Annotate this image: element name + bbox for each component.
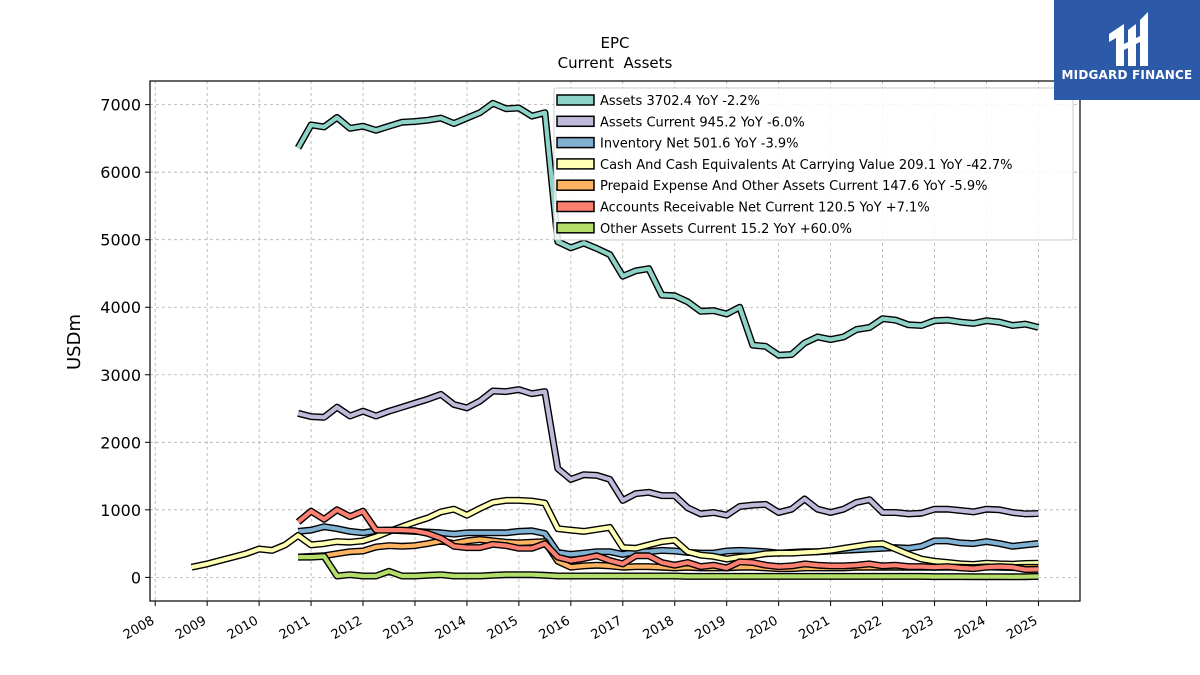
x-tick-label: 2010 bbox=[225, 613, 261, 643]
legend-label: Assets 3702.4 YoY -2.2% bbox=[600, 94, 760, 109]
series-2 bbox=[297, 386, 1039, 519]
series-line bbox=[191, 498, 1039, 570]
brand-mark-icon bbox=[1109, 12, 1148, 66]
legend-entry: Accounts Receivable Net Current 120.5 Yo… bbox=[556, 200, 930, 216]
legend-entry: Prepaid Expense And Other Assets Current… bbox=[556, 179, 987, 194]
brand-logo: MIDGARD FINANCE bbox=[1054, 0, 1200, 100]
legend-box bbox=[553, 87, 1074, 241]
y-axis-label: USDm bbox=[64, 314, 85, 370]
chart-title: EPC bbox=[601, 34, 630, 52]
series-4 bbox=[190, 496, 1039, 571]
series-6 bbox=[295, 506, 1039, 574]
x-tick-label: 2016 bbox=[537, 613, 573, 643]
legend-swatch bbox=[556, 136, 595, 149]
legend-entry: Other Assets Current 15.2 YoY +60.0% bbox=[556, 222, 852, 237]
x-tick-label: 2022 bbox=[848, 613, 884, 643]
y-tick-label: 1000 bbox=[100, 501, 141, 520]
legend-swatch bbox=[556, 179, 595, 191]
chart-subtitle: Current Assets bbox=[558, 54, 673, 72]
y-tick-label: 5000 bbox=[100, 231, 141, 250]
legend-entry: Inventory Net 501.6 YoY -3.9% bbox=[556, 136, 799, 152]
series-layer bbox=[190, 99, 1040, 581]
legend-label: Assets Current 945.2 YoY -6.0% bbox=[600, 115, 805, 130]
x-tick-label: 2025 bbox=[1004, 613, 1040, 643]
legend: Assets 3702.4 YoY -2.2% Assets Current 94… bbox=[553, 87, 1074, 241]
x-tick-label: 2011 bbox=[277, 613, 313, 643]
legend-swatch bbox=[556, 222, 595, 234]
y-tick-label: 2000 bbox=[100, 433, 141, 452]
x-tick-label: 2013 bbox=[381, 613, 417, 643]
x-tick-label: 2020 bbox=[744, 613, 780, 643]
legend-label: Prepaid Expense And Other Assets Current… bbox=[600, 179, 987, 194]
x-tick-label: 2009 bbox=[173, 613, 209, 643]
legend-label: Inventory Net 501.6 YoY -3.9% bbox=[600, 137, 799, 152]
series-line bbox=[296, 507, 1039, 572]
x-tick-label: 2024 bbox=[952, 613, 988, 643]
x-tick-label: 2014 bbox=[433, 613, 469, 643]
y-tick-label: 6000 bbox=[100, 163, 141, 182]
y-tick-label: 0 bbox=[131, 568, 141, 587]
legend-swatch bbox=[556, 200, 595, 213]
legend-entry: Cash And Cash Equivalents At Carrying Va… bbox=[556, 158, 1012, 173]
series-1 bbox=[295, 99, 1040, 359]
series-line bbox=[297, 387, 1039, 518]
y-tick-label: 3000 bbox=[100, 366, 141, 385]
legend-swatch bbox=[556, 115, 595, 128]
x-tick-label: 2021 bbox=[796, 613, 832, 643]
brand-name: MIDGARD FINANCE bbox=[1061, 68, 1193, 82]
series-7 bbox=[298, 552, 1039, 581]
legend-label: Accounts Receivable Net Current 120.5 Yo… bbox=[600, 201, 930, 216]
y-tick-label: 4000 bbox=[100, 298, 141, 317]
x-tick-label: 2023 bbox=[900, 613, 936, 643]
x-tick-label: 2008 bbox=[121, 613, 157, 643]
series-line bbox=[296, 101, 1039, 358]
y-tick-label: 7000 bbox=[100, 96, 141, 115]
plot-frame bbox=[149, 80, 1081, 602]
legend-swatch bbox=[556, 94, 595, 106]
legend-label: Other Assets Current 15.2 YoY +60.0% bbox=[600, 222, 852, 237]
legend-entry: Assets Current 945.2 YoY -6.0% bbox=[556, 115, 805, 130]
x-tick-label: 2015 bbox=[485, 613, 521, 643]
series-line bbox=[298, 554, 1039, 579]
x-tick-label: 2018 bbox=[641, 613, 677, 643]
x-tick-label: 2012 bbox=[329, 613, 365, 643]
x-tick-label: 2017 bbox=[589, 613, 625, 643]
legend-label: Cash And Cash Equivalents At Carrying Va… bbox=[600, 158, 1012, 173]
legend-entry: Assets 3702.4 YoY -2.2% bbox=[556, 94, 760, 109]
x-tick-label: 2019 bbox=[693, 613, 729, 643]
legend-swatch bbox=[556, 158, 595, 170]
